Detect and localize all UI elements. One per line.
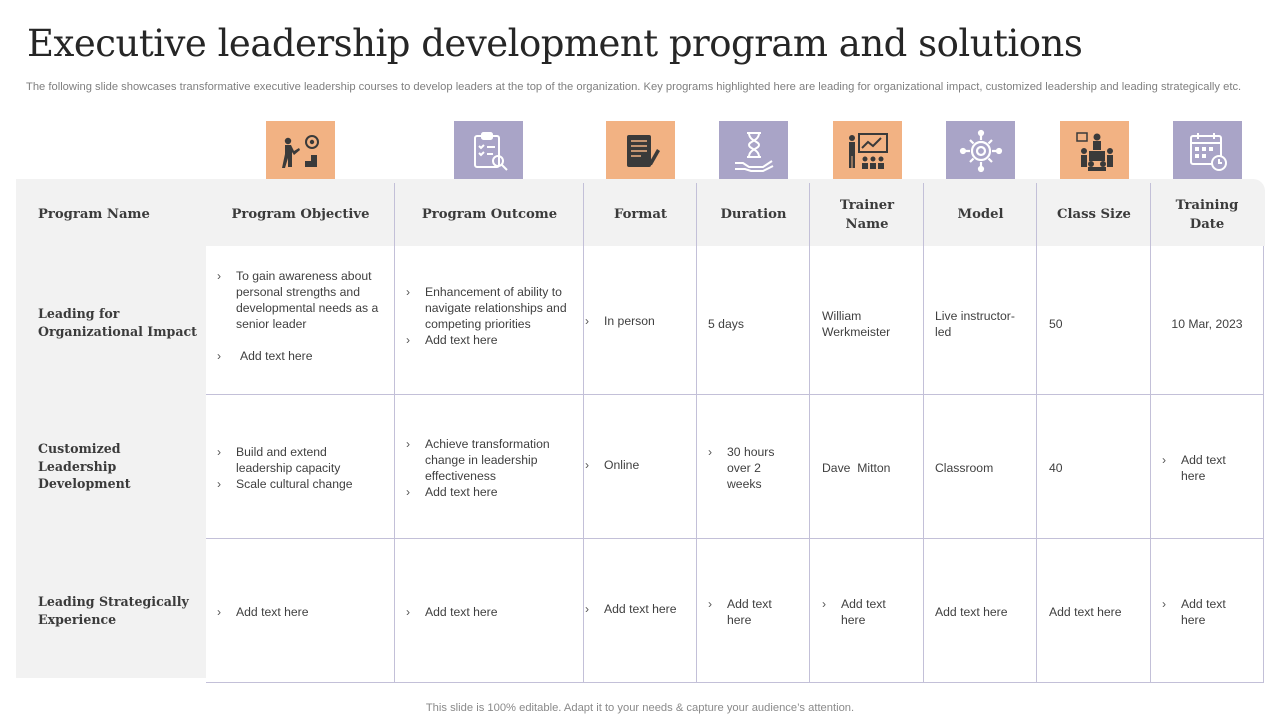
- hourglass-hand-icon: [719, 121, 788, 180]
- header-program-name: Program Name: [38, 207, 150, 222]
- row-name-customized-leadership: Customized Leadership Development: [38, 441, 131, 491]
- gear-network-icon: [946, 121, 1015, 180]
- row3-objective: Add text here: [217, 604, 385, 620]
- row3-model: Add text here: [935, 605, 1008, 619]
- calendar-clock-icon: [1173, 121, 1242, 180]
- header-training-date: Training Date: [1175, 197, 1239, 232]
- header-duration: Duration: [720, 207, 787, 222]
- header-format: Format: [614, 207, 667, 222]
- column-divider: [696, 183, 697, 683]
- row1-trainer: William Werkmeister: [822, 309, 891, 339]
- list-item: Add text here: [406, 332, 574, 348]
- row-name-organizational-impact: Leading for Organizational Impact: [38, 306, 197, 339]
- slide-title: Executive leadership development program…: [27, 22, 1083, 65]
- header-program-objective: Program Objective: [231, 207, 370, 222]
- list-item: Add text here: [406, 604, 574, 620]
- row1-training-date: 10 Mar, 2023: [1171, 317, 1243, 331]
- row1-duration: 5 days: [708, 317, 744, 331]
- list-item: To gain awareness about personal strengt…: [217, 268, 385, 332]
- list-item: Enhancement of ability to navigate relat…: [406, 284, 574, 332]
- list-item: Add text here: [1162, 452, 1247, 484]
- header-trainer-name: Trainer Name: [839, 197, 895, 232]
- column-divider: [809, 183, 810, 683]
- header-class-size: Class Size: [1057, 207, 1131, 222]
- row2-training-date: Add text here: [1162, 452, 1247, 484]
- list-item: Online: [585, 457, 693, 473]
- table-header-strip: [206, 179, 1265, 246]
- row1-model: Live instructor-led: [935, 309, 1015, 339]
- column-divider: [1150, 183, 1151, 683]
- row3-trainer: Add text here: [822, 596, 912, 628]
- row-name-leading-strategically: Leading Strategically Experience: [38, 594, 189, 627]
- row1-class-size: 50: [1049, 317, 1063, 331]
- list-item: Add text here: [217, 604, 385, 620]
- list-item: Achieve transformation change in leaders…: [406, 436, 574, 484]
- row2-model: Classroom: [935, 461, 994, 475]
- list-item: Add text here: [406, 484, 574, 500]
- column-divider: [394, 183, 395, 683]
- list-item: Scale cultural change: [217, 476, 385, 492]
- list-item: Add text here: [822, 596, 912, 628]
- table-bottom-border: [206, 682, 1264, 683]
- slide-subtitle: The following slide showcases transforma…: [26, 81, 1242, 93]
- row2-trainer: Dave Mitton: [822, 461, 891, 475]
- row-divider: [206, 538, 1264, 539]
- row1-format: In person: [585, 313, 693, 329]
- header-program-outcome: Program Outcome: [421, 207, 558, 222]
- list-item: Add text here: [708, 596, 798, 628]
- list-item: 30 hours over 2 weeks: [708, 444, 798, 492]
- row-divider: [206, 394, 1264, 395]
- row3-duration: Add text here: [708, 596, 798, 628]
- list-item: Add text here: [585, 601, 693, 617]
- row1-objective: To gain awareness about personal strengt…: [217, 268, 385, 364]
- team-meeting-icon: [1060, 121, 1129, 180]
- row2-class-size: 40: [1049, 461, 1063, 475]
- row2-duration: 30 hours over 2 weeks: [708, 444, 798, 492]
- row1-outcome: Enhancement of ability to navigate relat…: [406, 284, 574, 348]
- row3-class-size: Add text here: [1049, 605, 1122, 619]
- list-item: In person: [585, 313, 693, 329]
- row2-outcome: Achieve transformation change in leaders…: [406, 436, 574, 500]
- row2-objective: Build and extend leadership capacity Sca…: [217, 444, 385, 492]
- goal-climb-icon: [266, 121, 335, 180]
- clipboard-search-icon: [454, 121, 523, 180]
- list-item: Build and extend leadership capacity: [217, 444, 385, 476]
- document-pen-icon: [606, 121, 675, 180]
- row3-outcome: Add text here: [406, 604, 574, 620]
- list-item: Add text here: [217, 348, 385, 364]
- header-model: Model: [957, 207, 1004, 222]
- presentation-audience-icon: [833, 121, 902, 180]
- row3-training-date: Add text here: [1162, 596, 1247, 628]
- list-item: Add text here: [1162, 596, 1247, 628]
- table-right-border: [1263, 246, 1264, 683]
- column-divider: [583, 183, 584, 683]
- column-divider: [923, 183, 924, 683]
- row2-format: Online: [585, 457, 693, 473]
- column-divider: [1036, 183, 1037, 683]
- row-label-panel: [16, 179, 206, 678]
- row3-format: Add text here: [585, 601, 693, 617]
- footer-note: This slide is 100% editable. Adapt it to…: [425, 702, 855, 714]
